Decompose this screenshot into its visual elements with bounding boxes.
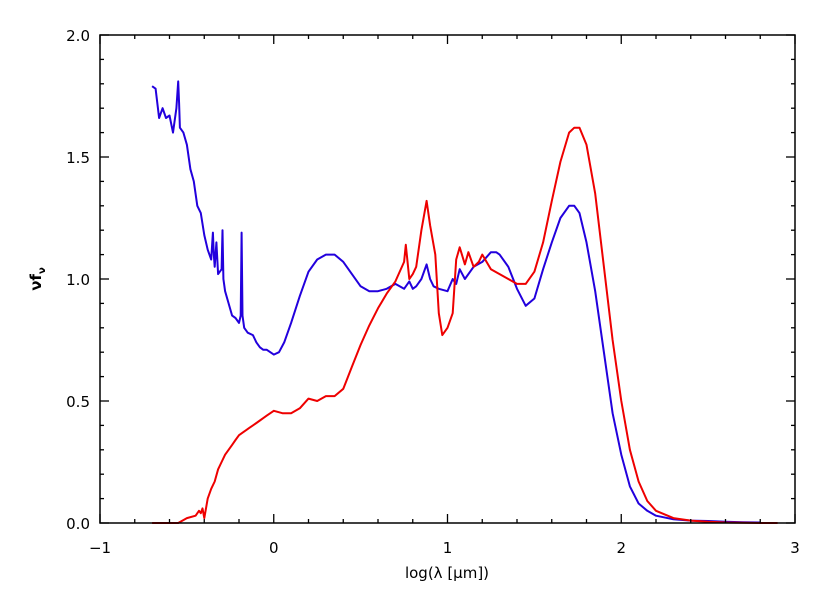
y-tick-label: 1.0	[66, 271, 90, 289]
series-line-1	[151, 80, 761, 524]
y-tick-label: 1.5	[66, 149, 90, 167]
y-axis-title: νfν	[27, 267, 48, 291]
y-axis-title-subscript: ν	[37, 267, 48, 274]
x-tick-label: 2	[616, 539, 626, 557]
plot-frame	[99, 34, 796, 524]
tick-labels-layer: −1 0 1 2 3 0.0 0.5 1.0 1.5 2.0	[66, 27, 800, 557]
y-tick-label: 0.0	[66, 515, 90, 533]
x-axis-title: log(λ [μm])	[405, 564, 489, 582]
series-line-2	[152, 126, 778, 524]
ticks-layer	[99, 34, 796, 524]
y-axis-title-main: νf	[27, 274, 45, 291]
series-layer	[151, 80, 778, 524]
y-tick-label: 0.5	[66, 393, 90, 411]
x-tick-label: −1	[89, 539, 111, 557]
x-tick-label: 1	[443, 539, 453, 557]
x-tick-label: 0	[269, 539, 279, 557]
y-tick-label: 2.0	[66, 27, 90, 45]
x-tick-label: 3	[790, 539, 800, 557]
